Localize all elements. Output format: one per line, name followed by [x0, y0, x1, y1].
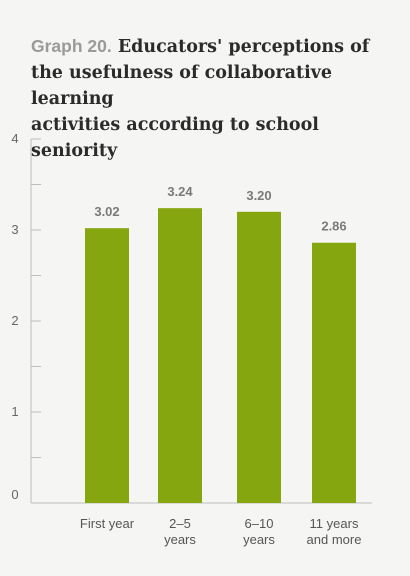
x-category-label: years: [164, 532, 196, 547]
bar: [312, 242, 356, 504]
title-line-1: Educators' perceptions of: [117, 37, 370, 57]
x-category-label: 2–5: [169, 516, 191, 531]
title-line-3: activities according to school seniority: [31, 115, 319, 161]
bar-value-label: 3.20: [246, 188, 271, 203]
bar: [85, 228, 129, 503]
x-category-label: First year: [80, 516, 135, 531]
y-tick-label: 2: [11, 313, 18, 328]
x-category-label: 11 years: [310, 516, 359, 531]
x-category-label: and more: [307, 532, 362, 547]
bar: [237, 211, 281, 504]
title-line-2: the usefulness of collaborative learning: [31, 63, 333, 109]
y-tick-label: 1: [11, 404, 18, 419]
bar-value-label: 2.86: [321, 219, 346, 234]
y-tick-label: 0: [11, 487, 18, 502]
y-tick-label: 3: [11, 222, 18, 237]
x-category-label: years: [243, 532, 275, 547]
graph-number: Graph 20.: [31, 36, 112, 56]
y-tick-label: 4: [11, 131, 18, 146]
chart-title: Graph 20. Educators' perceptions of the …: [31, 33, 391, 164]
x-category-label: 6–10: [245, 516, 274, 531]
bar-value-label: 3.02: [94, 204, 119, 219]
bar-value-label: 3.24: [167, 184, 193, 199]
bar: [158, 208, 202, 503]
